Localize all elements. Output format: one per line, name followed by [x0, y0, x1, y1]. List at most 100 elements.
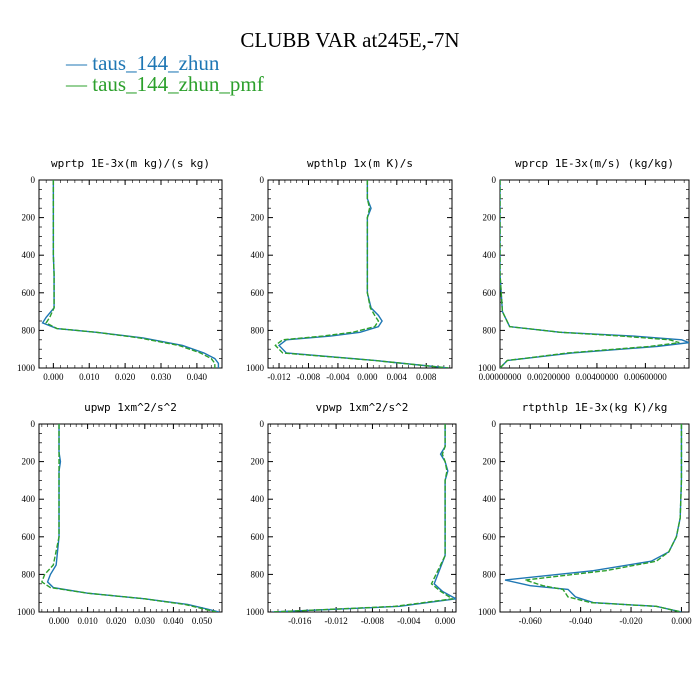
panel-title: vpwp 1xm^2/s^2 — [316, 401, 409, 414]
figure-title: CLUBB VAR at245E,-7N — [240, 28, 460, 52]
x-tick-label: 0.00200000 — [527, 372, 570, 382]
y-tick-label: 400 — [251, 494, 265, 504]
y-tick-label: 200 — [22, 213, 36, 223]
y-tick-label: 800 — [251, 325, 265, 335]
y-tick-label: 1000 — [17, 607, 36, 617]
y-tick-label: 400 — [22, 250, 36, 260]
y-tick-label: 800 — [483, 569, 497, 579]
x-tick-label: 0.030 — [135, 616, 156, 626]
y-tick-label: 200 — [22, 457, 36, 467]
panel-6: rtpthlp 1E-3x(kg K)/kg 0 200 400 600 800 1000 -… — [478, 401, 692, 626]
x-tick-label: 0.000 — [49, 616, 70, 626]
y-tick-label: 600 — [251, 288, 265, 298]
x-tick-label: -0.008 — [297, 372, 321, 382]
series-line-zhun-pmf — [500, 180, 680, 368]
y-tick-label: 0 — [260, 419, 265, 429]
panel-title: wprcp 1E-3x(m/s) (kg/kg) — [515, 157, 674, 170]
y-tick-label: 800 — [251, 569, 265, 579]
plot-frame — [38, 423, 223, 613]
panel-5: vpwp 1xm^2/s^2 0 200 400 600 800 1000 -0.016 -0.… — [246, 401, 457, 626]
panel-3: wprcp 1E-3x(m/s) (kg/kg) 0 200 400 600 800 100… — [478, 157, 690, 382]
plot-frame — [499, 423, 690, 613]
panel-title: upwp 1xm^2/s^2 — [84, 401, 177, 414]
panel-4: upwp 1xm^2/s^2 0 200 400 600 800 1000 0.000 0.01… — [17, 401, 223, 626]
y-tick-label: 400 — [483, 250, 497, 260]
x-tick-label: -0.040 — [569, 616, 593, 626]
y-tick-label: 600 — [22, 288, 36, 298]
panel-title: rtpthlp 1E-3x(kg K)/kg — [522, 401, 668, 414]
x-tick-label: 0.000 — [357, 372, 378, 382]
x-tick-label: 0.040 — [187, 372, 208, 382]
y-tick-label: 200 — [251, 213, 265, 223]
y-tick-label: 1000 — [246, 363, 265, 373]
x-tick-label: 0.004 — [387, 372, 408, 382]
y-tick-label: 200 — [483, 457, 497, 467]
x-tick-label: 0.030 — [151, 372, 172, 382]
x-tick-label: -0.012 — [324, 616, 347, 626]
y-tick-label: 600 — [251, 532, 265, 542]
x-tick-label: -0.004 — [397, 616, 421, 626]
y-tick-label: 1000 — [478, 607, 497, 617]
panel-2: wpthlp 1x(m K)/s02004006008001000-0.012-… — [246, 157, 453, 382]
y-tick-label: 1000 — [17, 363, 36, 373]
plot-frame — [38, 179, 223, 369]
x-tick-label: 0.00400000 — [576, 372, 619, 382]
x-tick-label: 0.020 — [115, 372, 136, 382]
x-tick-label: -0.004 — [326, 372, 350, 382]
y-tick-label: 800 — [22, 325, 36, 335]
x-tick-label: 0.008 — [416, 372, 437, 382]
series-line-zhun — [272, 424, 456, 612]
series-line-zhun-pmf — [45, 180, 216, 368]
y-tick-label: 400 — [251, 250, 265, 260]
x-tick-label: 0.010 — [79, 372, 100, 382]
y-tick-label: 600 — [483, 288, 497, 298]
y-tick-label: 200 — [483, 213, 497, 223]
y-tick-label: 0 — [492, 175, 497, 185]
x-tick-label: -0.020 — [619, 616, 643, 626]
y-tick-label: 0 — [492, 419, 497, 429]
x-tick-label: -0.008 — [361, 616, 385, 626]
panel-title: wprtp 1E-3x(m kg)/(s kg) — [51, 157, 210, 170]
series-line-zhun-pmf — [41, 424, 217, 612]
x-tick-label: 0.00000000 — [479, 372, 522, 382]
y-tick-label: 800 — [22, 569, 36, 579]
series-line-zhun-pmf — [524, 424, 683, 612]
panel-1: wprtp 1E-3x(m kg)/(s kg) 0 200 400 600 800 100… — [17, 157, 223, 382]
x-tick-label: 0.00600000 — [624, 372, 667, 382]
y-tick-label: 1000 — [246, 607, 265, 617]
series-line-zhun — [46, 424, 220, 612]
x-tick-label: -0.060 — [519, 616, 543, 626]
x-tick-label: 0.000 — [671, 616, 692, 626]
x-tick-label: 0.000 — [435, 616, 456, 626]
y-tick-label: 800 — [483, 325, 497, 335]
x-tick-label: 0.010 — [77, 616, 98, 626]
series-line-zhun — [500, 180, 689, 368]
legend-entry-zhun-pmf: — taus_144_zhun_pmf — [66, 72, 264, 96]
legend-entry-zhun: — taus_144_zhun — [66, 51, 220, 75]
x-tick-label: -0.012 — [267, 372, 290, 382]
series-line-zhun — [277, 180, 449, 368]
series-line-zhun — [504, 424, 683, 612]
y-tick-label: 1000 — [478, 363, 497, 373]
series-line-zhun-pmf — [274, 180, 449, 368]
y-tick-label: 200 — [251, 457, 265, 467]
panel-title: wpthlp 1x(m K)/s — [307, 157, 413, 170]
y-tick-label: 0 — [31, 419, 36, 429]
series-line-zhun-pmf — [272, 424, 455, 612]
y-tick-label: 600 — [483, 532, 497, 542]
x-tick-label: 0.000 — [43, 372, 64, 382]
x-tick-label: 0.050 — [192, 616, 213, 626]
y-tick-label: 400 — [22, 494, 36, 504]
plot-frame — [267, 423, 457, 613]
y-tick-label: 400 — [483, 494, 497, 504]
x-tick-label: 0.020 — [106, 616, 127, 626]
series-line-zhun — [41, 180, 220, 368]
plot-frame — [267, 179, 453, 369]
plot-frame — [499, 179, 690, 369]
y-tick-label: 0 — [31, 175, 36, 185]
y-tick-label: 600 — [22, 532, 36, 542]
y-tick-label: 0 — [260, 175, 265, 185]
x-tick-label: 0.040 — [163, 616, 184, 626]
x-tick-label: -0.016 — [288, 616, 312, 626]
